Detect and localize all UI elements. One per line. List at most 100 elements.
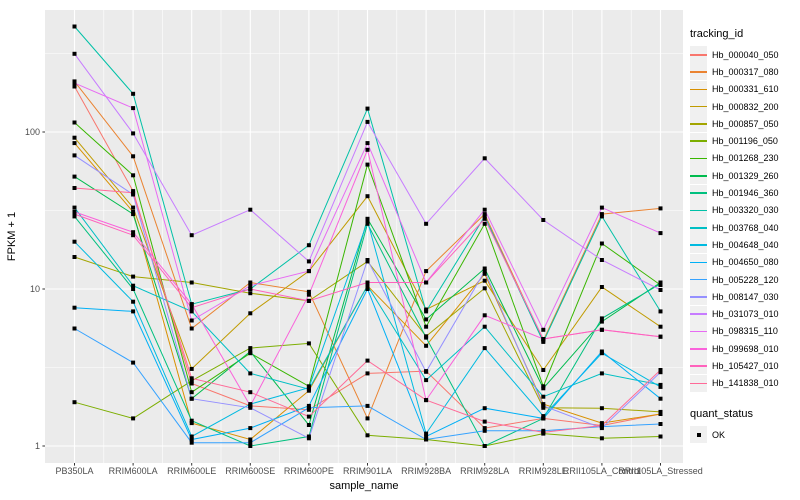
data-point xyxy=(658,370,663,375)
data-point xyxy=(658,288,663,292)
data-point xyxy=(599,205,604,210)
data-point xyxy=(131,91,136,96)
data-point xyxy=(599,423,604,428)
data-point xyxy=(248,311,253,316)
data-point xyxy=(365,194,370,199)
data-point xyxy=(189,440,194,445)
legend-item: Hb_001946_360 xyxy=(690,184,798,202)
data-point xyxy=(131,360,136,365)
data-point xyxy=(189,302,194,307)
legend-key-line-icon xyxy=(690,357,707,375)
legend-key-line-icon xyxy=(690,132,707,150)
data-point xyxy=(131,209,136,214)
legend-item: Hb_003768_040 xyxy=(690,219,798,237)
data-point xyxy=(658,368,663,372)
data-point xyxy=(365,147,370,152)
data-point xyxy=(189,418,194,423)
data-point xyxy=(306,414,311,419)
data-point xyxy=(365,119,370,124)
data-point xyxy=(424,434,429,439)
legend-item: Hb_000317_080 xyxy=(690,63,798,81)
data-point xyxy=(482,216,487,221)
legend-key-line-icon xyxy=(690,219,707,237)
y-axis-title: FPKM + 1 xyxy=(6,212,18,261)
data-point xyxy=(482,419,487,424)
data-point xyxy=(131,309,136,314)
data-point xyxy=(306,423,311,427)
data-point xyxy=(72,174,77,179)
data-point xyxy=(424,269,429,274)
data-point xyxy=(482,207,487,212)
data-point xyxy=(131,233,136,238)
data-point xyxy=(189,421,194,426)
x-tick-label: RRIM901LA xyxy=(343,466,392,476)
data-point xyxy=(424,378,429,383)
data-point xyxy=(482,313,487,318)
data-point xyxy=(72,51,77,56)
data-point xyxy=(541,337,546,341)
data-point xyxy=(189,326,194,331)
data-point xyxy=(189,437,194,442)
data-point xyxy=(131,299,136,304)
y-tick-label: 10 xyxy=(30,284,40,294)
data-point xyxy=(424,437,429,442)
data-point xyxy=(72,84,77,89)
legend-item: Hb_008147_030 xyxy=(690,288,798,306)
data-point xyxy=(131,173,136,178)
data-point xyxy=(658,231,663,236)
data-point xyxy=(248,444,253,448)
data-point xyxy=(189,376,194,381)
data-point xyxy=(72,212,77,217)
data-point xyxy=(365,358,370,363)
legend-item: Hb_001268_230 xyxy=(690,149,798,167)
data-point xyxy=(482,271,487,276)
legend-key-line-icon xyxy=(690,80,707,98)
data-point xyxy=(599,212,604,217)
data-point xyxy=(72,135,77,140)
data-point xyxy=(482,278,487,283)
data-point xyxy=(72,153,77,158)
data-point xyxy=(248,207,253,212)
data-point xyxy=(72,120,77,125)
legend-item-label: Hb_001268_230 xyxy=(712,153,779,164)
data-point xyxy=(248,371,253,376)
legend-item-label: Hb_004648_040 xyxy=(712,239,779,250)
data-point xyxy=(658,281,663,286)
legend-items: Hb_000040_050 Hb_000317_080 Hb_000331_610 H… xyxy=(690,46,798,392)
legend-key-line-icon xyxy=(690,46,707,64)
data-point xyxy=(541,327,546,332)
data-point xyxy=(365,287,370,291)
data-point xyxy=(306,405,311,410)
data-point xyxy=(482,346,487,351)
data-point xyxy=(599,327,604,332)
data-point xyxy=(599,214,604,219)
legend-item-label: Hb_000832_200 xyxy=(712,101,779,112)
legend-key-line-icon xyxy=(690,201,707,219)
data-point xyxy=(72,255,77,259)
data-point xyxy=(306,298,311,303)
data-point xyxy=(424,398,429,403)
data-point xyxy=(599,349,604,354)
legend-key-line-icon xyxy=(690,167,707,185)
legend-item-label: Hb_098315_110 xyxy=(712,326,778,337)
data-point xyxy=(72,81,77,86)
data-point xyxy=(131,283,136,288)
legend-item-label: OK xyxy=(712,429,726,440)
data-point xyxy=(189,233,194,238)
data-point xyxy=(306,292,311,297)
legend-item: Hb_000857_050 xyxy=(690,115,798,133)
data-point xyxy=(482,221,487,226)
legend-item-label: Hb_001196_050 xyxy=(712,136,778,147)
y-tick-label: 100 xyxy=(25,127,40,137)
data-point xyxy=(482,156,487,161)
data-point xyxy=(658,412,663,416)
legend-key-line-icon xyxy=(690,305,707,323)
data-point xyxy=(189,390,194,395)
data-point xyxy=(424,431,429,436)
legend-key-line-icon xyxy=(690,115,707,133)
data-point xyxy=(541,368,546,372)
data-point xyxy=(131,154,136,159)
data-point xyxy=(365,141,370,146)
data-point xyxy=(72,239,77,244)
data-point xyxy=(482,406,487,411)
